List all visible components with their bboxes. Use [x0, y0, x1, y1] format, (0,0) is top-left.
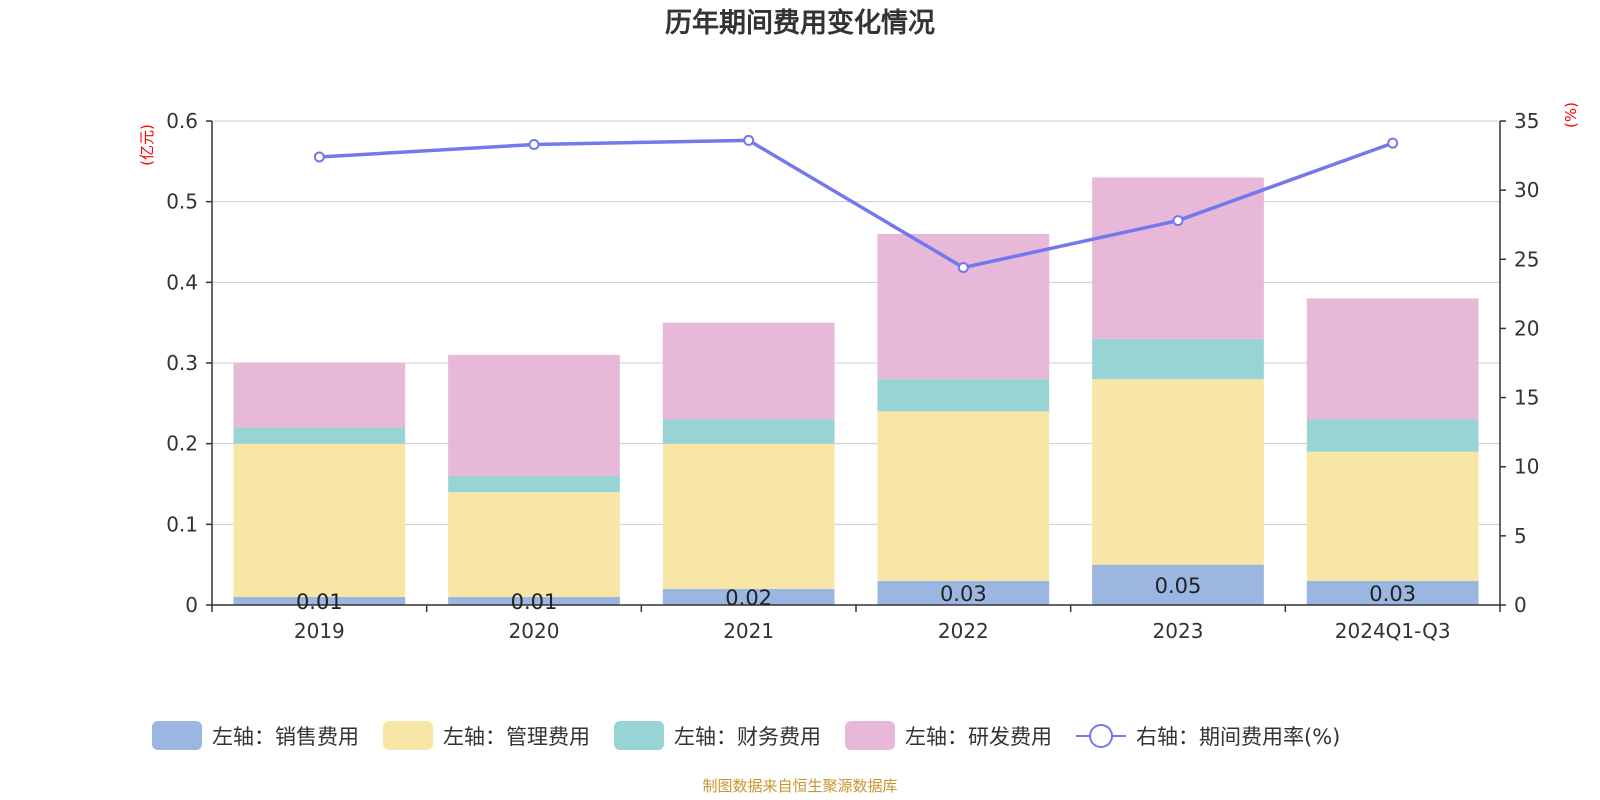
right-tick-label: 25	[1514, 247, 1539, 271]
legend-swatch	[152, 721, 202, 750]
bar-segment	[1306, 451, 1479, 581]
right-tick-label: 35	[1514, 109, 1539, 133]
bar-segment	[448, 492, 620, 597]
bar-segment	[877, 379, 1050, 412]
data-label: 0.05	[1155, 574, 1202, 598]
bar-segment	[1092, 338, 1264, 380]
bar-segment	[233, 427, 406, 444]
gridlines	[212, 120, 1500, 525]
legend-label: 左轴：销售费用	[212, 725, 359, 749]
bar-segment	[233, 596, 406, 605]
data-label: 0.01	[511, 590, 558, 614]
legend: 左轴：销售费用 左轴：管理费用 左轴：财务费用 左轴：研发费用 右轴：期间费用率(%)	[152, 721, 1340, 750]
left-tick-label: 0.1	[166, 512, 198, 536]
x-tick-label: 2022	[938, 619, 989, 643]
left-tick-label: 0.6	[166, 109, 198, 133]
source-note: 制图数据来自恒生聚源数据库	[702, 777, 897, 795]
x-tick-label: 2024Q1-Q3	[1335, 619, 1451, 643]
right-tick-label: 5	[1514, 524, 1527, 548]
line-point	[957, 262, 969, 274]
data-label: 0.01	[296, 590, 343, 614]
left-tick-label: 0.5	[166, 190, 198, 214]
left-tick-label: 0.3	[166, 351, 198, 375]
right-tick-label: 15	[1514, 386, 1539, 410]
bar-segment	[877, 580, 1050, 605]
data-label: 0.03	[1369, 582, 1416, 606]
left-tick-label: 0.2	[166, 432, 198, 456]
legend-swatch	[614, 721, 664, 750]
data-labels: 0.01 0.01 0.02 0.03 0.05 0.03	[296, 574, 1416, 614]
bar-segment	[1306, 298, 1479, 420]
left-axis-unit: (亿元)	[138, 124, 156, 166]
right-tick-label: 30	[1514, 178, 1539, 202]
bar-segment	[662, 443, 835, 589]
left-tick-label: 0	[185, 593, 198, 617]
bar-segment	[1092, 177, 1264, 339]
legend-swatch	[845, 721, 895, 750]
legend-label: 左轴：管理费用	[443, 725, 590, 749]
right-tick-label: 10	[1514, 455, 1539, 479]
bar-segment	[877, 411, 1050, 581]
bar-segment	[877, 233, 1050, 380]
line-path	[319, 138, 1394, 270]
bar-segment	[448, 354, 620, 476]
bar-segment	[1092, 564, 1264, 605]
x-tick-label: 2020	[509, 619, 560, 643]
data-label: 0.02	[725, 586, 772, 610]
right-axis-unit: (%)	[1562, 102, 1580, 128]
legend-label: 左轴：研发费用	[905, 725, 1052, 749]
line-point	[743, 134, 755, 146]
line-point	[1172, 215, 1184, 227]
legend-label: 左轴：财务费用	[674, 725, 821, 749]
line-point	[1387, 137, 1399, 149]
legend-marker-swatch	[1089, 724, 1113, 748]
data-label: 0.03	[940, 582, 987, 606]
bar-series	[233, 177, 1479, 605]
left-tick-label: 0.4	[166, 270, 198, 294]
bar-segment	[1306, 580, 1479, 605]
bar-segment	[1306, 419, 1479, 452]
right-tick-label: 0	[1514, 593, 1527, 617]
bar-segment	[662, 588, 835, 605]
bar-segment	[233, 363, 406, 428]
bar-segment	[448, 475, 620, 493]
line-point	[528, 139, 540, 151]
line-series	[313, 134, 1399, 274]
line-point	[313, 151, 325, 163]
x-tick-label: 2021	[723, 619, 774, 643]
bar-segment	[662, 419, 835, 444]
bar-segment	[233, 443, 406, 597]
bar-segment	[1092, 379, 1264, 565]
legend-label: 右轴：期间费用率(%)	[1136, 725, 1340, 749]
right-tick-label: 20	[1514, 316, 1539, 340]
legend-swatch	[383, 721, 433, 750]
axes: 0 0.1 0.2 0.3 0.4 0.5 0.6 0 5 10 15 20 25 30 35 2019 202…	[166, 109, 1539, 643]
bar-segment	[662, 322, 835, 420]
x-tick-label: 2023	[1153, 619, 1204, 643]
chart-title: 历年期间费用变化情况	[665, 7, 935, 39]
x-tick-label: 2019	[294, 619, 345, 643]
bar-segment	[448, 596, 620, 605]
